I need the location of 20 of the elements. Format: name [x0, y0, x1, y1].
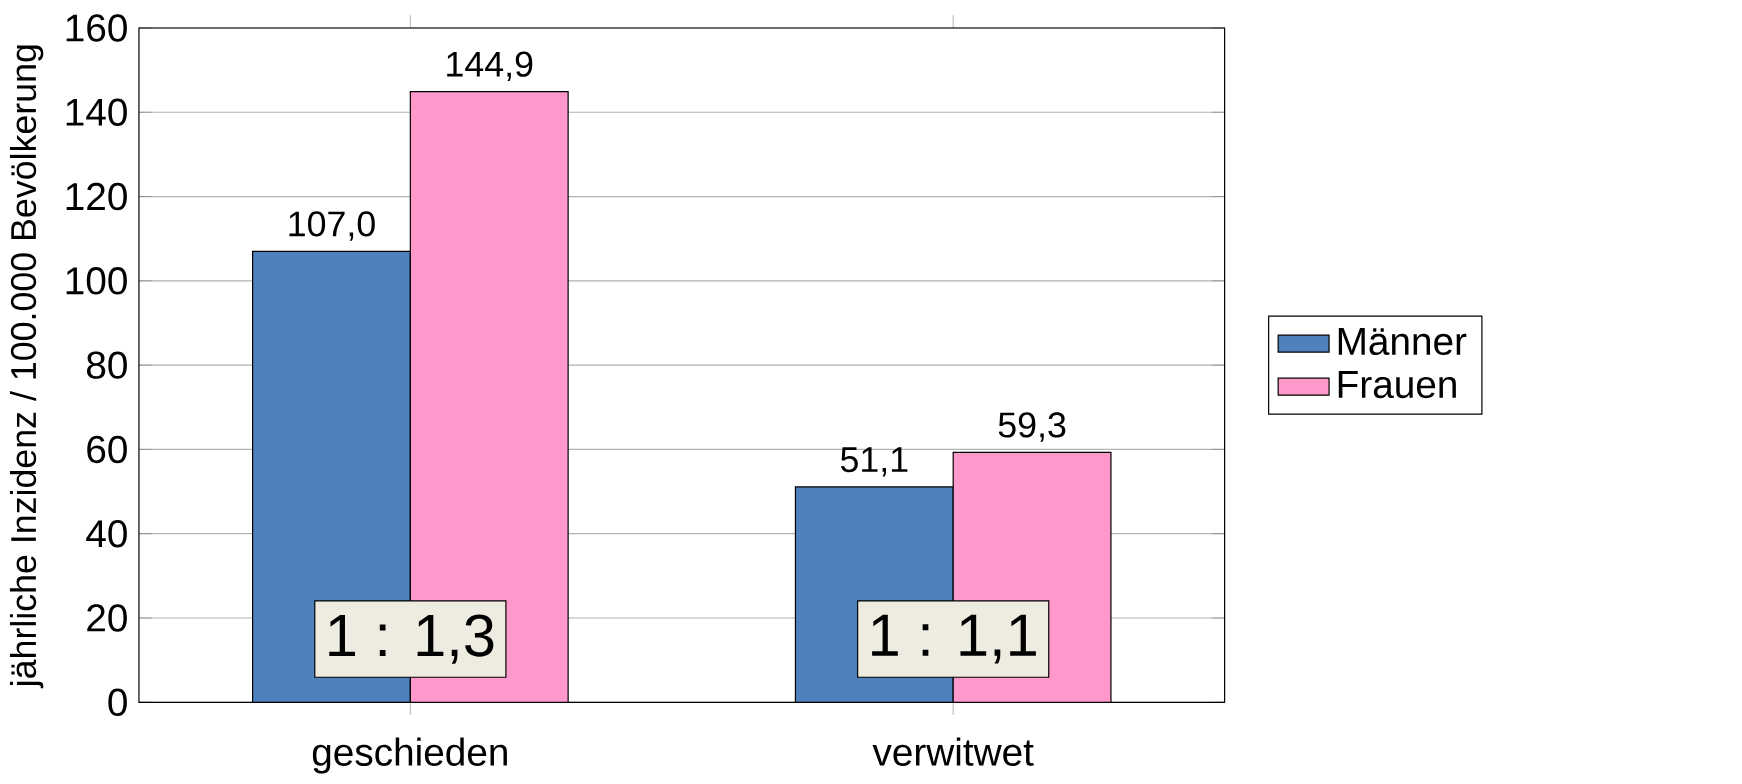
data-label: 51,1: [840, 447, 908, 477]
y-tick-label: 0: [108, 688, 127, 717]
legend-label: Männer: [1338, 328, 1467, 356]
y-tick-label: 60: [87, 435, 127, 464]
x-tick-label: geschieden: [312, 737, 507, 774]
x-tick-label: verwitwet: [872, 737, 1034, 767]
data-label: 144,9: [447, 51, 533, 82]
data-label: 59,3: [998, 412, 1066, 443]
y-axis-title: jährliche Inzidenz / 100.000 Bevölkerung: [9, 45, 44, 689]
data-label: 107,0: [289, 211, 375, 242]
y-tick-label: 160: [66, 14, 127, 42]
legend-label: Frauen: [1338, 371, 1456, 399]
annotation: 1 : 1,1: [872, 615, 1036, 664]
y-tick-label: 20: [87, 604, 127, 632]
y-tick-label: 80: [86, 351, 127, 380]
y-tick-label: 120: [66, 183, 127, 211]
annotation: 1 : 1,3: [329, 614, 494, 664]
y-tick-label: 140: [66, 98, 127, 127]
y-tick-label: 100: [66, 267, 127, 295]
y-tick-label: 40: [86, 520, 127, 548]
